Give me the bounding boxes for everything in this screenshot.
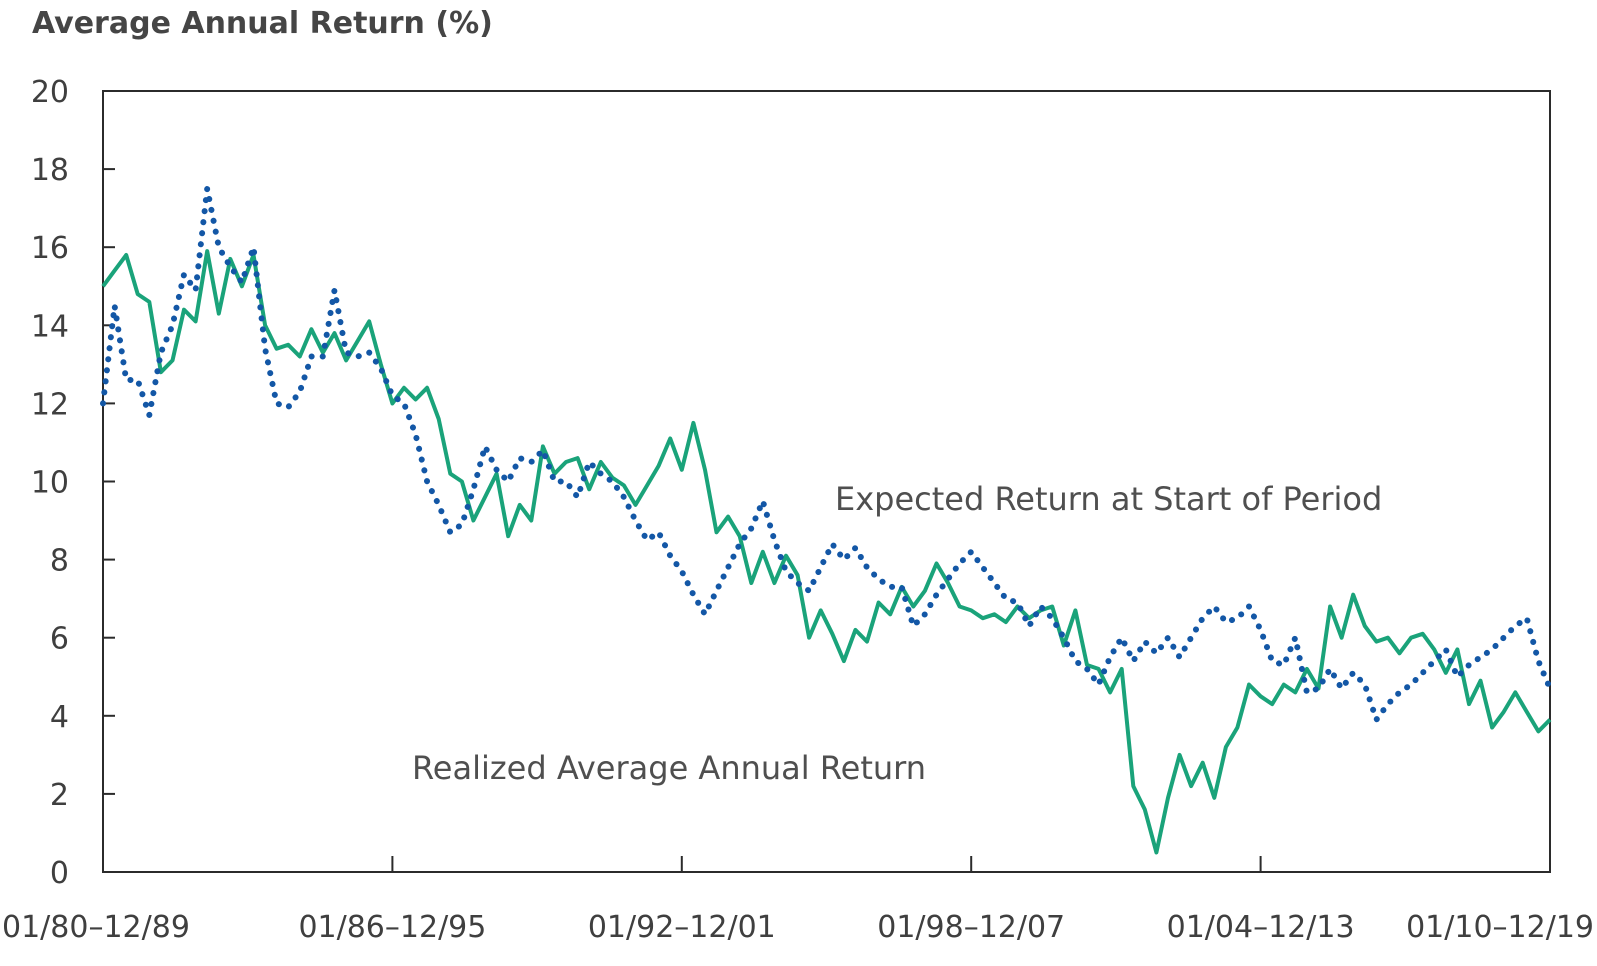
x-tick-label: 01/98–12/07: [877, 910, 1065, 945]
y-tick-label: 18: [31, 153, 69, 188]
y-tick-label: 0: [50, 856, 69, 891]
y-axis: 0 2 4 6 8 10 12 14 16 18 20: [31, 75, 115, 891]
y-tick-label: 10: [31, 466, 69, 501]
y-tick-label: 12: [31, 387, 69, 422]
realized-return-label: Realized Average Annual Return: [412, 749, 926, 787]
x-tick-label: 01/86–12/95: [298, 910, 486, 945]
x-axis: 01/80–12/89 01/86–12/95 01/92–12/01 01/98–1…: [2, 856, 1594, 945]
y-tick-label: 14: [31, 309, 69, 344]
y-tick-label: 4: [50, 700, 69, 735]
y-tick-label: 6: [50, 622, 69, 657]
y-tick-label: 16: [31, 231, 69, 266]
realized-series-line: [101, 249, 1552, 855]
x-tick-label: 01/04–12/13: [1167, 910, 1355, 945]
chart-title: Average Annual Return (%): [32, 6, 493, 41]
x-tick-label: 01/92–12/01: [588, 910, 776, 945]
x-tick-label: 01/10–12/19: [1406, 910, 1594, 945]
series-layer: [100, 185, 1553, 855]
y-tick-label: 20: [31, 75, 69, 110]
x-tick-label: 01/80–12/89: [2, 910, 190, 945]
expected-return-label: Expected Return at Start of Period: [835, 480, 1382, 518]
y-tick-label: 2: [50, 778, 69, 813]
y-tick-label: 8: [50, 544, 69, 579]
expected-series-line: [100, 185, 1553, 723]
